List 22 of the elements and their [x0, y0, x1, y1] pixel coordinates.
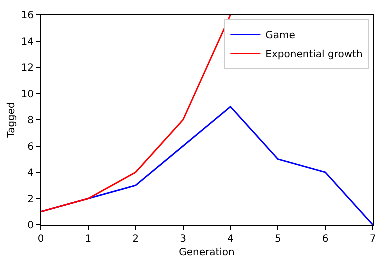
- x-tick-label: 4: [228, 234, 234, 245]
- y-tick-label: 10: [21, 89, 34, 100]
- x-axis-title: Generation: [179, 248, 235, 258]
- y-tick-label: 0: [28, 220, 34, 232]
- x-tick-label: 1: [85, 234, 92, 245]
- y-axis-title: Tagged: [6, 102, 18, 139]
- y-tick-label: 8: [28, 116, 34, 126]
- x-tick-label: 5: [274, 234, 282, 245]
- y-tick-label: 4: [28, 168, 34, 179]
- y-tick-label: 12: [21, 63, 34, 74]
- y-tick-label: 16: [21, 10, 34, 22]
- y-tick-label: 14: [21, 36, 34, 48]
- x-tick-label: 3: [180, 234, 186, 245]
- y-tick-label: 2: [28, 194, 34, 206]
- legend-label: Game: [266, 30, 296, 42]
- legend-label: Exponential growth: [266, 50, 363, 61]
- x-tick-label: 0: [38, 234, 44, 245]
- y-tick-label: 6: [28, 142, 34, 153]
- x-tick-label: 2: [132, 234, 140, 245]
- x-tick-label: 6: [322, 234, 329, 245]
- x-tick-label: 7: [370, 234, 376, 245]
- line-series: [41, 15, 232, 213]
